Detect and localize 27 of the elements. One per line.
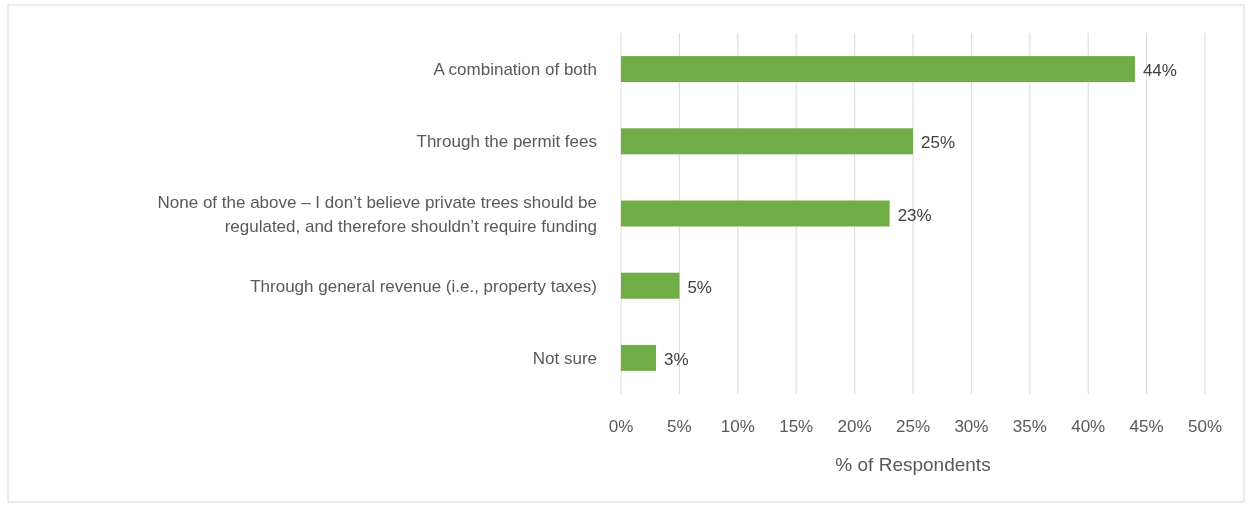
bar: [621, 344, 657, 371]
x-tick-label: 50%: [1187, 417, 1223, 436]
y-tick-label: Through the permit fees: [416, 132, 597, 152]
y-tick-label: None of the above – I don’t believe private trees should be regulated, and therefore shouldn’t require funding: [157, 192, 597, 236]
x-axis-title: % of Respondents: [835, 454, 991, 475]
y-tick-label: Not sure: [532, 348, 597, 368]
x-tick-label: 35%: [1012, 417, 1047, 436]
x-tick-label: 15%: [779, 417, 814, 436]
x-tick-label: 10%: [720, 417, 755, 436]
x-tick-label: 20%: [837, 417, 872, 436]
x-tick-label: 40%: [1071, 417, 1106, 436]
data-label: 5%: [687, 277, 712, 297]
y-tick-label: A combination of both: [433, 60, 597, 80]
x-tick-label: 0%: [608, 417, 634, 436]
x-tick-label: 30%: [954, 417, 989, 436]
data-label: 44%: [1142, 61, 1177, 81]
bar: [621, 272, 680, 299]
bar: [621, 128, 913, 155]
bar: [621, 200, 890, 227]
data-label: 23%: [897, 205, 932, 225]
x-tick-label: 25%: [895, 417, 931, 436]
data-label: 3%: [664, 349, 689, 369]
bar: [621, 56, 1135, 83]
data-label: 25%: [921, 133, 956, 153]
x-tick-label: 45%: [1129, 417, 1164, 436]
y-tick-label: Through general revenue (i.e., property taxes): [250, 276, 597, 296]
x-tick-label: 5%: [667, 417, 692, 436]
